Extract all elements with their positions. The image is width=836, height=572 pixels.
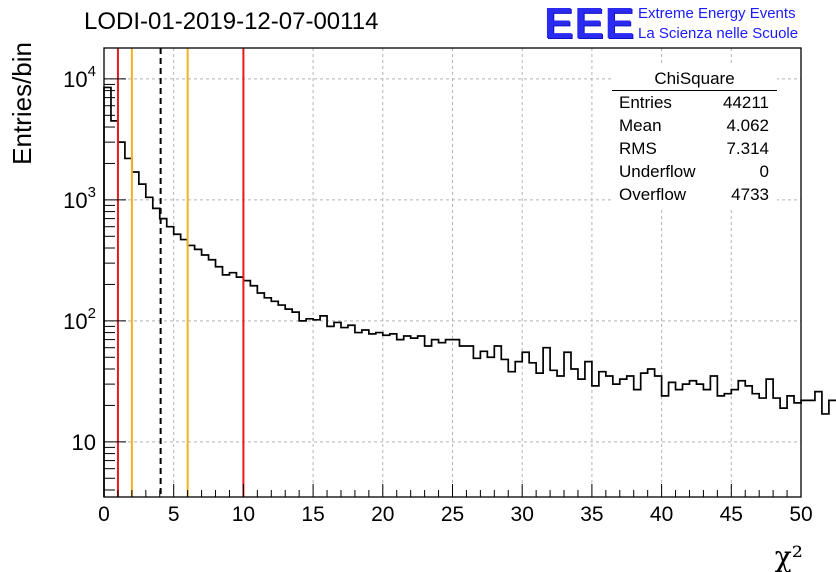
stats-row-rms: RMS 7.314 xyxy=(619,139,769,161)
stats-value: 0 xyxy=(759,162,769,181)
x-tick-label: 50 xyxy=(789,503,812,526)
chart-title: LODI-01-2019-12-07-00114 xyxy=(84,8,379,35)
stats-label: Entries xyxy=(619,93,672,112)
y-tick-exponent: 4 xyxy=(88,63,96,80)
logo-line-1: Extreme Energy Events xyxy=(638,5,796,22)
y-tick-base: 10 xyxy=(63,188,87,213)
y-tick-label: 104 xyxy=(63,63,96,92)
x-tick-label: 40 xyxy=(650,503,673,526)
x-tick-label: 35 xyxy=(580,503,603,526)
stats-value: 7.314 xyxy=(726,139,769,158)
stats-row-entries: Entries 44211 xyxy=(619,93,769,115)
stats-row-overflow: Overflow 4733 xyxy=(619,185,769,207)
x-tick-label: 0 xyxy=(98,503,110,526)
stats-title: ChiSquare xyxy=(654,69,735,88)
stats-label: RMS xyxy=(619,139,657,158)
x-tick-label: 10 xyxy=(232,503,255,526)
stats-value: 44211 xyxy=(722,93,769,112)
stats-value: 4733 xyxy=(731,185,769,204)
x-tick-label: 15 xyxy=(301,503,324,526)
eee-logo: EEE Extreme Energy Events La Scienza nel… xyxy=(544,2,834,46)
x-tick-label: 45 xyxy=(720,503,743,526)
x-tick-label: 25 xyxy=(441,503,464,526)
stats-label: Overflow xyxy=(619,185,687,204)
stats-row-underflow: Underflow 0 xyxy=(619,162,769,184)
logo-line-2: La Scienza nelle Scuole xyxy=(638,25,799,42)
y-tick-exponent: 3 xyxy=(88,184,96,201)
histogram-series xyxy=(103,86,836,497)
stats-separator xyxy=(612,90,777,91)
x-axis-title: χ² xyxy=(775,540,803,572)
y-tick-label: 103 xyxy=(63,184,96,213)
y-axis-title: Entries/bin xyxy=(7,42,37,165)
y-tick-exponent: 2 xyxy=(88,305,96,322)
stats-row-mean: Mean 4.062 xyxy=(619,116,769,138)
y-tick-base: 10 xyxy=(63,309,87,334)
stats-value: 4.062 xyxy=(726,116,769,135)
x-tick-label: 30 xyxy=(511,503,534,526)
x-tick-label: 5 xyxy=(168,503,180,526)
stats-label: Underflow xyxy=(619,162,696,181)
x-tick-label: 20 xyxy=(371,503,394,526)
eee-logo-mark: EEE xyxy=(544,0,636,48)
y-tick-label: 10 xyxy=(72,430,96,455)
y-tick-base: 10 xyxy=(72,430,96,455)
stats-label: Mean xyxy=(619,116,662,135)
y-tick-base: 10 xyxy=(63,67,87,92)
y-tick-label: 102 xyxy=(63,305,96,334)
stats-box: ChiSquare Entries 44211 Mean 4.062 RMS 7… xyxy=(612,66,777,209)
